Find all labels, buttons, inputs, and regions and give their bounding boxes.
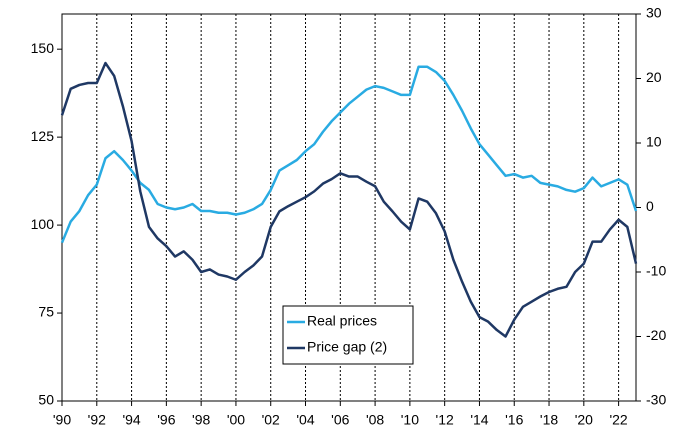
y2-tick-label: 0 xyxy=(646,198,654,214)
legend-label: Price gap (2) xyxy=(307,339,387,355)
x-tick-label: '92 xyxy=(88,412,106,428)
y2-tick-label: 10 xyxy=(646,134,662,150)
y-tick-label: 50 xyxy=(38,392,54,408)
x-tick-label: '20 xyxy=(575,412,593,428)
y-tick-label: 125 xyxy=(31,128,55,144)
x-tick-label: '18 xyxy=(540,412,558,428)
x-tick-label: '12 xyxy=(436,412,454,428)
x-tick-label: '98 xyxy=(192,412,210,428)
x-tick-label: '10 xyxy=(401,412,419,428)
legend-box xyxy=(282,305,414,365)
x-tick-label: '14 xyxy=(470,412,488,428)
line-series xyxy=(60,65,638,244)
y2-tick-label: -20 xyxy=(646,327,666,343)
x-tick-label: '08 xyxy=(366,412,384,428)
x-tick-label: '06 xyxy=(331,412,349,428)
x-tick-label: '02 xyxy=(262,412,280,428)
x-tick-label: '04 xyxy=(296,412,314,428)
y-tick-label: 150 xyxy=(31,40,55,56)
x-tick-label: '90 xyxy=(53,412,71,428)
x-tick-label: '96 xyxy=(157,412,175,428)
y2-tick-label: 20 xyxy=(646,69,662,85)
y2-tick-label: 30 xyxy=(646,5,662,21)
y-tick-label: 100 xyxy=(31,216,55,232)
x-tick-label: '22 xyxy=(609,412,627,428)
y2-tick-label: -10 xyxy=(646,263,666,279)
legend-label: Real prices xyxy=(307,313,377,329)
x-tick-label: '94 xyxy=(122,412,140,428)
y2-tick-label: -30 xyxy=(646,392,666,408)
x-tick-label: '00 xyxy=(227,412,245,428)
y-tick-label: 75 xyxy=(38,304,54,320)
x-tick-label: '16 xyxy=(505,412,523,428)
line-series xyxy=(60,61,638,338)
